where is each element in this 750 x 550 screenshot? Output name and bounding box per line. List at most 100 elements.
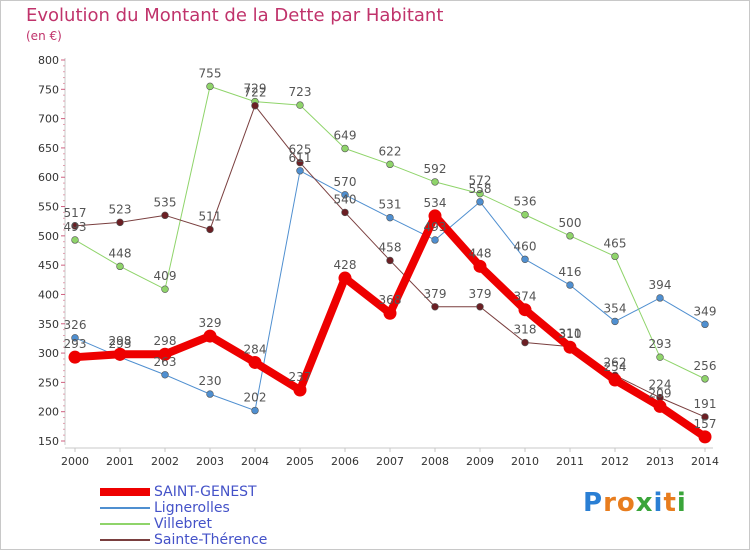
data-label: 729 bbox=[244, 82, 267, 96]
data-label: 224 bbox=[649, 378, 672, 392]
data-point bbox=[341, 208, 349, 217]
data-point bbox=[656, 353, 664, 361]
y-tick-label: 600 bbox=[38, 171, 59, 184]
data-label: 540 bbox=[334, 192, 357, 206]
data-point bbox=[698, 430, 712, 444]
data-label: 311 bbox=[559, 327, 582, 341]
chart-title: Evolution du Montant de la Dette par Hab… bbox=[26, 5, 444, 26]
data-label: 493 bbox=[64, 220, 87, 234]
data-label: 622 bbox=[379, 144, 402, 158]
logo-letter: i bbox=[653, 488, 664, 518]
legend-label: Sainte-Thérence bbox=[154, 532, 268, 548]
x-tick-label: 2007 bbox=[376, 455, 404, 468]
data-label: 523 bbox=[109, 202, 132, 216]
data-point bbox=[701, 320, 709, 329]
data-point bbox=[161, 371, 169, 379]
data-label: 611 bbox=[289, 151, 312, 165]
data-label: 394 bbox=[649, 278, 672, 292]
data-label: 298 bbox=[109, 334, 132, 348]
data-label: 755 bbox=[199, 66, 222, 80]
x-tick-label: 2014 bbox=[691, 455, 719, 468]
data-label: 263 bbox=[154, 355, 177, 369]
data-point bbox=[521, 255, 529, 263]
legend-item-lignerolles: Lignerolles bbox=[100, 500, 400, 516]
data-label: 318 bbox=[514, 323, 537, 337]
data-point bbox=[338, 271, 352, 285]
y-tick-label: 500 bbox=[38, 230, 59, 243]
legend-swatch bbox=[100, 539, 150, 541]
y-tick-label: 250 bbox=[38, 376, 59, 389]
data-point bbox=[206, 82, 214, 91]
logo-letter: t bbox=[663, 488, 677, 518]
data-label: 570 bbox=[334, 175, 357, 189]
data-point bbox=[431, 178, 439, 186]
data-point bbox=[386, 160, 394, 169]
data-label: 536 bbox=[514, 195, 537, 209]
data-point bbox=[161, 285, 169, 293]
data-point bbox=[251, 102, 259, 110]
data-label: 428 bbox=[334, 258, 357, 272]
data-label: 625 bbox=[289, 143, 312, 157]
data-point bbox=[566, 281, 574, 289]
data-point bbox=[251, 406, 259, 415]
data-label: 230 bbox=[199, 374, 222, 388]
logo-letter: x bbox=[635, 488, 654, 518]
data-point bbox=[563, 340, 577, 354]
data-label: 409 bbox=[154, 269, 177, 283]
series-villebret bbox=[71, 82, 709, 383]
x-tick-label: 2008 bbox=[421, 455, 449, 468]
data-label: 493 bbox=[424, 220, 447, 234]
data-label: 572 bbox=[469, 174, 492, 188]
proxiti-logo: Proxiti bbox=[583, 488, 687, 518]
data-point bbox=[296, 158, 304, 167]
data-point bbox=[248, 355, 262, 369]
data-label: 416 bbox=[559, 265, 582, 279]
y-tick-label: 350 bbox=[38, 318, 59, 331]
legend-swatch bbox=[100, 507, 150, 509]
y-tick-label: 650 bbox=[38, 142, 59, 155]
data-label: 191 bbox=[694, 397, 717, 411]
data-label: 722 bbox=[244, 86, 267, 100]
data-label: 465 bbox=[604, 236, 627, 250]
data-point bbox=[68, 350, 82, 364]
data-label: 209 bbox=[649, 386, 672, 400]
chart-unit-label: (en €) bbox=[26, 29, 62, 43]
data-point bbox=[206, 225, 214, 234]
data-point bbox=[293, 383, 307, 397]
data-point bbox=[71, 334, 79, 342]
chart-series bbox=[68, 82, 712, 444]
legend-label: Lignerolles bbox=[154, 500, 230, 516]
logo-letter: o bbox=[616, 488, 636, 518]
data-label: 254 bbox=[604, 360, 627, 374]
data-label: 460 bbox=[514, 239, 537, 253]
data-point bbox=[71, 222, 79, 230]
data-label: 354 bbox=[604, 301, 627, 315]
y-tick-label: 400 bbox=[38, 288, 59, 301]
data-label: 298 bbox=[154, 334, 177, 348]
data-label: 558 bbox=[469, 182, 492, 196]
data-label: 349 bbox=[694, 304, 717, 318]
x-tick-label: 2002 bbox=[151, 455, 179, 468]
data-label: 448 bbox=[469, 246, 492, 260]
legend-label: Villebret bbox=[154, 516, 212, 532]
data-point bbox=[296, 101, 304, 109]
y-tick-label: 200 bbox=[38, 406, 59, 419]
data-point bbox=[71, 236, 79, 244]
data-label: 256 bbox=[694, 359, 717, 373]
data-label: 329 bbox=[199, 316, 222, 330]
logo-letter: i bbox=[676, 488, 687, 518]
legend-label: SAINT-GENEST bbox=[154, 484, 257, 500]
chart-axes: 150 200 250 300 350 400 450 500 550 600 650 700 750 8… bbox=[38, 54, 719, 468]
x-tick-label: 2011 bbox=[556, 455, 584, 468]
x-tick-label: 2000 bbox=[61, 455, 89, 468]
data-point bbox=[701, 375, 709, 383]
x-tick-label: 2009 bbox=[466, 455, 494, 468]
data-label: 262 bbox=[604, 355, 627, 369]
data-point bbox=[611, 252, 619, 261]
data-point bbox=[386, 256, 394, 265]
data-point bbox=[521, 211, 529, 219]
data-point bbox=[158, 347, 172, 361]
data-label: 310 bbox=[559, 327, 582, 341]
x-tick-label: 2010 bbox=[511, 455, 539, 468]
